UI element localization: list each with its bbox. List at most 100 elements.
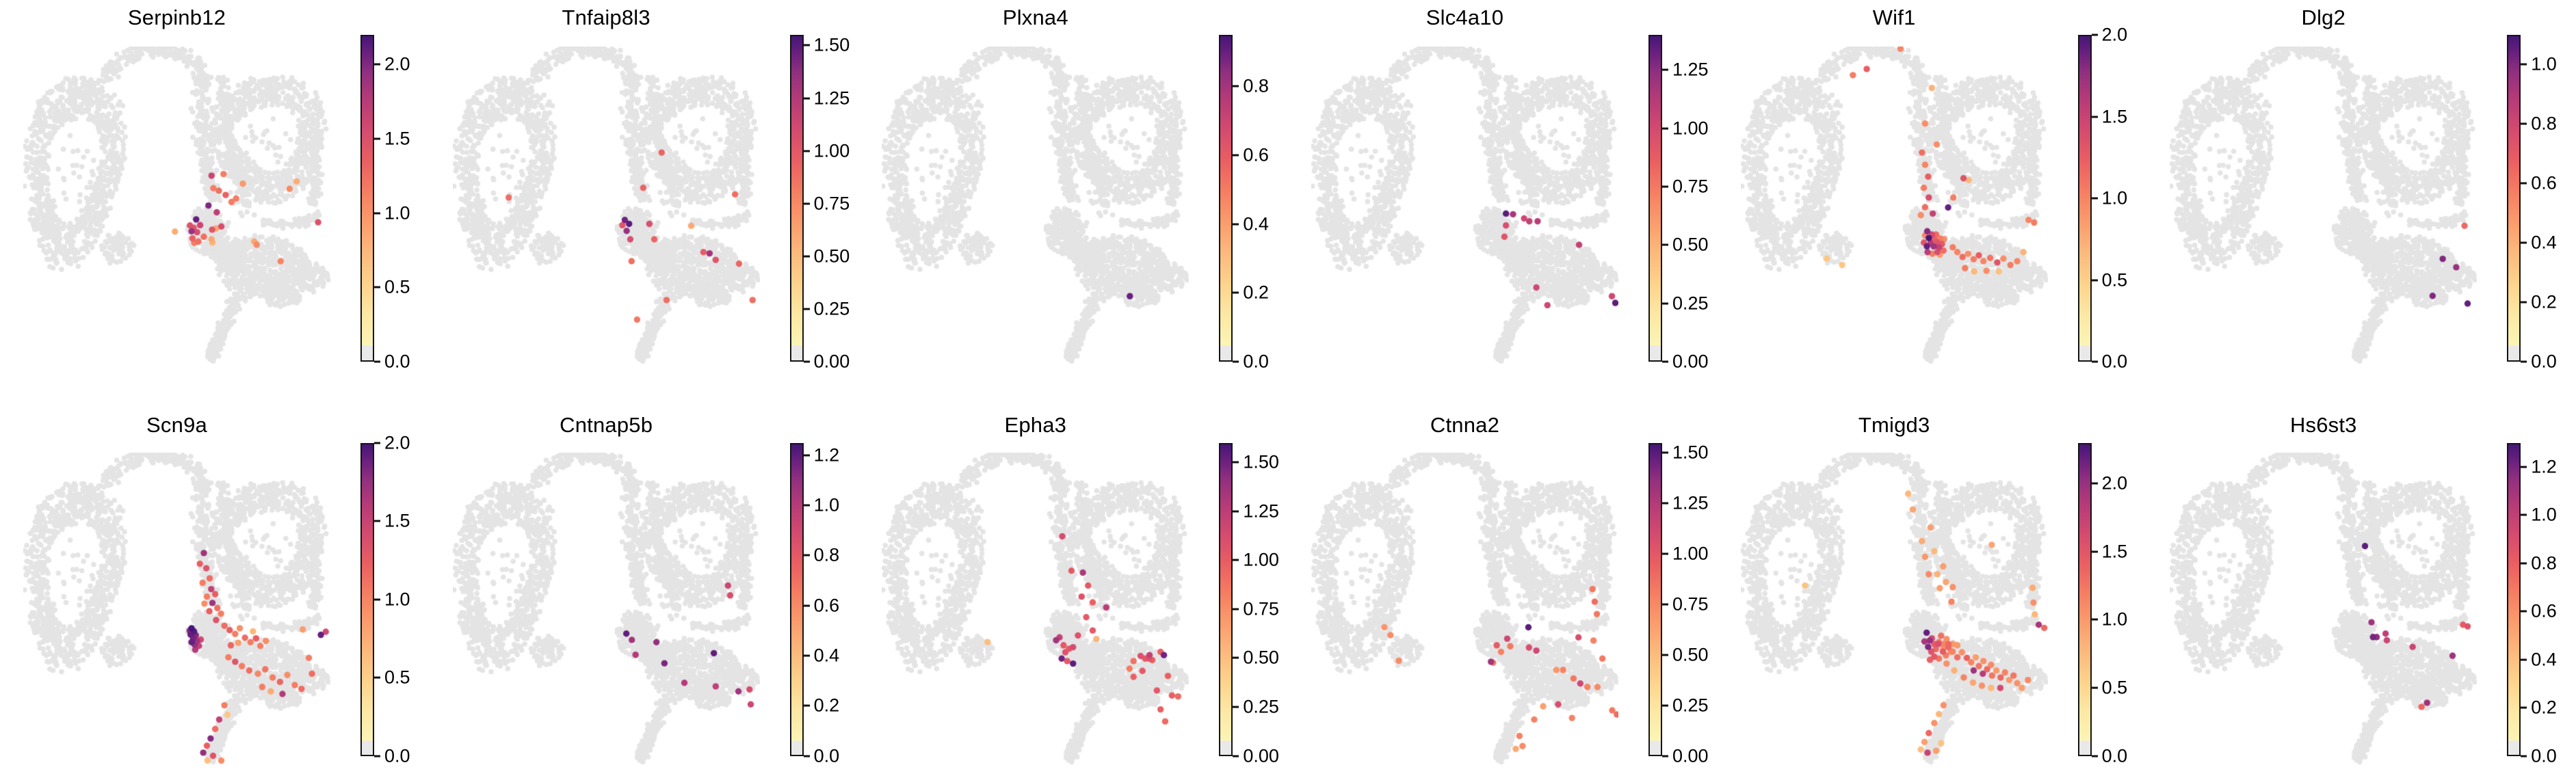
panel-title: Hs6st3 (2289, 412, 2357, 437)
colorbar-tick-mark (2521, 122, 2527, 125)
colorbar-tick-mark (1233, 360, 1239, 363)
colorbar-tick-mark (2091, 686, 2098, 689)
colorbar-tick-label: 0.00 (1672, 745, 1709, 766)
colorbar-tick-label: 0.25 (1672, 695, 1709, 716)
colorbar-tick-label: 1.2 (2531, 456, 2557, 477)
colorbar-tick-label: 0.00 (1672, 351, 1709, 372)
colorbar-tick-label: 0.6 (813, 595, 840, 616)
colorbar-tick-mark (1661, 704, 1668, 707)
colorbar-tick-label: 0.50 (1672, 644, 1709, 665)
colorbar-tick-label: 0.8 (2531, 552, 2557, 574)
colorbar-tick-label: 0.0 (2531, 351, 2557, 372)
colorbar-tick-label: 0.50 (813, 245, 850, 267)
colorbar-tick-label: 0.8 (1243, 75, 1269, 96)
colorbar-tick-mark (1661, 451, 1668, 454)
colorbar: 2.0 1.5 1.0 0.5 0.0 (2077, 25, 2127, 371)
colorbar-tick-label: 1.5 (384, 510, 410, 531)
feature-panel-scn9a: Scn9a 2.0 1.5 1.0 0.5 0.0 (0, 388, 430, 776)
colorbar-ticks: 2.0 1.5 1.0 0.5 0.0 (2078, 443, 2127, 765)
colorbar-tick-mark (803, 504, 810, 507)
feature-panel-plxna4: Plxna4 0.8 0.6 0.4 0.2 0.0 (858, 0, 1288, 388)
colorbar: 1.2 1.0 0.8 0.6 0.4 0.2 0.0 (789, 442, 839, 765)
colorbar-tick-mark (1233, 656, 1239, 659)
colorbar-tick-label: 1.0 (2101, 608, 2128, 630)
colorbar-tick-mark (803, 654, 810, 657)
colorbar: 1.50 1.25 1.00 0.75 0.50 0.25 0.00 (1648, 442, 1709, 765)
panel-title: Ctnna2 (1430, 412, 1500, 437)
colorbar-tick-mark (1661, 755, 1668, 757)
colorbar-tick-mark (2521, 562, 2527, 565)
colorbar-tick-mark (1233, 223, 1239, 226)
colorbar-tick-label: 0.75 (1672, 176, 1709, 197)
colorbar-tick-label: 0.2 (2531, 291, 2557, 312)
colorbar-tick-mark (2521, 63, 2527, 66)
colorbar-tick-label: 0.6 (2531, 600, 2557, 621)
colorbar-tick-mark (1233, 154, 1239, 157)
colorbar-tick-mark (374, 442, 380, 444)
colorbar-tick-mark (374, 520, 380, 522)
colorbar-tick-mark (2521, 360, 2527, 363)
umap-scatter-canvas (23, 46, 330, 368)
colorbar-tick-mark (2091, 34, 2098, 36)
colorbar-tick-label: 0.0 (2101, 351, 2128, 372)
colorbar-tick-mark (2091, 550, 2098, 553)
feature-panel-dlg2: Dlg2 1.0 0.8 0.6 0.4 0.2 0.0 (2146, 0, 2576, 388)
colorbar-tick-label: 2.0 (2101, 24, 2128, 45)
colorbar: 2.0 1.5 1.0 0.5 0.0 (360, 35, 410, 371)
feature-panel-slc4a10: Slc4a10 1.25 1.00 0.75 0.50 0.25 0.00 (1287, 0, 1718, 388)
colorbar-ticks: 1.25 1.00 0.75 0.50 0.25 0.00 (1648, 35, 1709, 371)
colorbar-ticks: 1.50 1.25 1.00 0.75 0.50 0.25 0.00 (1648, 443, 1709, 765)
colorbar-tick-mark (2521, 466, 2527, 468)
umap-scatter-canvas (23, 452, 330, 768)
colorbar-tick-label: 1.00 (1672, 118, 1709, 139)
colorbar-tick-mark (374, 63, 380, 66)
colorbar-tick-mark (2521, 610, 2527, 613)
feature-panel-epha3: Epha3 1.50 1.25 1.00 0.75 0.50 0.25 0.00 (858, 388, 1288, 776)
colorbar-tick-label: 1.0 (2531, 53, 2557, 75)
feature-panel-serpinb12: Serpinb12 2.0 1.5 1.0 0.5 0.0 (0, 0, 430, 388)
colorbar-tick-label: 0.75 (1243, 598, 1279, 619)
panel-title: Tnfaip8l3 (562, 5, 650, 29)
colorbar: 1.25 1.00 0.75 0.50 0.25 0.00 (1648, 35, 1709, 371)
colorbar-gradient (2077, 442, 2092, 756)
colorbar-tick-label: 1.50 (813, 34, 850, 55)
colorbar-tick-mark (1233, 291, 1239, 294)
colorbar-tick-label: 2.0 (384, 432, 410, 453)
feature-panel-hs6st3: Hs6st3 1.2 1.0 0.8 0.6 0.4 0.2 0.0 (2146, 388, 2576, 776)
colorbar-tick-mark (803, 755, 810, 757)
colorbar-tick-label: 0.0 (2531, 745, 2557, 766)
colorbar-tick-label: 1.0 (384, 202, 410, 224)
colorbar-tick-mark (803, 554, 810, 557)
colorbar-tick-label: 0.50 (1243, 647, 1279, 668)
colorbar-gradient (789, 442, 804, 756)
colorbar-tick-mark (374, 212, 380, 215)
colorbar-gradient (2507, 442, 2521, 756)
colorbar-tick-label: 0.2 (1243, 282, 1269, 303)
colorbar-ticks: 1.50 1.25 1.00 0.75 0.50 0.25 0.00 (1219, 443, 1279, 765)
colorbar-tick-mark (1233, 559, 1239, 561)
colorbar: 2.0 1.5 1.0 0.5 0.0 (2077, 442, 2127, 765)
colorbar-tick-mark (2521, 301, 2527, 304)
colorbar-tick-mark (1233, 510, 1239, 513)
colorbar-tick-mark (1233, 608, 1239, 611)
colorbar-tick-label: 0.4 (2531, 649, 2557, 670)
colorbar-tick-mark (1661, 68, 1668, 71)
umap-scatter-canvas (2170, 452, 2478, 768)
colorbar-tick-label: 0.25 (1243, 696, 1279, 717)
colorbar-tick-label: 0.00 (813, 351, 850, 372)
colorbar-ticks: 1.50 1.25 1.00 0.75 0.50 0.25 0.00 (790, 35, 850, 371)
feature-panel-ctnna2: Ctnna2 1.50 1.25 1.00 0.75 0.50 0.25 0.00 (1287, 388, 1718, 776)
colorbar-ticks: 1.2 1.0 0.8 0.6 0.4 0.2 0.0 (2507, 443, 2557, 765)
colorbar-tick-label: 0.8 (2531, 113, 2557, 134)
umap-scatter-canvas (882, 452, 1190, 768)
colorbar: 1.2 1.0 0.8 0.6 0.4 0.2 0.0 (2507, 442, 2557, 765)
colorbar-tick-mark (2091, 482, 2098, 485)
colorbar-tick-label: 0.2 (2531, 697, 2557, 718)
colorbar-tick-label: 0.4 (2531, 232, 2557, 253)
umap-scatter-canvas (1311, 452, 1618, 768)
umap-scatter-canvas (1740, 452, 2048, 768)
colorbar-tick-label: 1.2 (813, 444, 840, 466)
panel-title: Plxna4 (1002, 5, 1068, 29)
colorbar-tick-mark (1661, 302, 1668, 305)
colorbar-tick-label: 0.8 (813, 544, 840, 565)
